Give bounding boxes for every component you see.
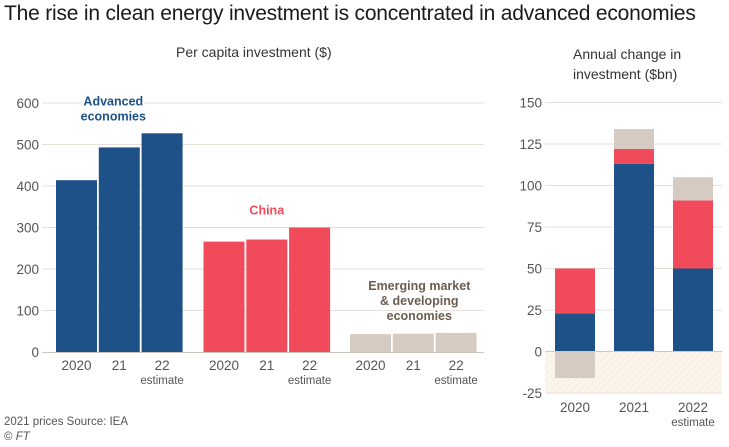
right-bars <box>555 129 713 379</box>
x-tick-label: 22 <box>302 358 317 373</box>
group-label: & developing <box>380 294 458 308</box>
x-tick-label: 2020 <box>209 358 239 373</box>
left-bars <box>56 133 477 352</box>
x-tick-sublabel: estimate <box>671 417 714 429</box>
bar-emerging <box>392 333 434 352</box>
y-tick-label: 25 <box>527 303 542 318</box>
x-tick-label: 2021 <box>619 400 649 415</box>
bar-advanced <box>98 147 140 352</box>
left-chart-subtitle: Per capita investment ($) <box>176 44 332 60</box>
bar-emerging <box>614 129 654 149</box>
y-tick-label: 125 <box>519 137 542 152</box>
right-subtitle-line: investment ($bn) <box>573 66 678 82</box>
y-tick-label: 50 <box>527 262 542 277</box>
copyright-owner: FT <box>15 431 30 443</box>
y-tick-label: 150 <box>519 96 542 111</box>
right-chart-subtitle: Annual change in investment ($bn) <box>573 44 713 84</box>
x-tick-label: 2020 <box>355 358 385 373</box>
bar-china <box>673 200 713 269</box>
x-tick-sublabel: estimate <box>140 375 183 387</box>
y-tick-label: 300 <box>16 221 39 236</box>
bar-emerging <box>555 351 595 379</box>
group-label: Advanced <box>83 94 143 108</box>
y-tick-label: 0 <box>534 345 542 360</box>
x-tick-label: 21 <box>406 358 421 373</box>
y-tick-label: -25 <box>522 386 542 401</box>
bar-china <box>203 241 245 352</box>
x-tick-label: 21 <box>112 358 127 373</box>
right-subtitle-line: Annual change in <box>573 46 682 62</box>
group-label: China <box>249 204 285 218</box>
x-tick-label: 2020 <box>560 400 590 415</box>
bar-advanced <box>555 313 595 352</box>
bar-emerging <box>350 334 391 352</box>
x-tick-sublabel: estimate <box>288 375 331 387</box>
group-label: Emerging market <box>368 279 471 293</box>
bar-advanced <box>614 163 654 352</box>
bar-advanced <box>141 133 183 352</box>
group-label: economies <box>81 109 146 123</box>
group-label: economies <box>387 309 452 323</box>
x-tick-sublabel: estimate <box>434 375 477 387</box>
x-tick-label: 2020 <box>61 358 91 373</box>
y-tick-label: 100 <box>519 179 542 194</box>
x-tick-label: 22 <box>155 358 170 373</box>
y-tick-label: 200 <box>16 262 39 277</box>
bar-china <box>555 268 595 314</box>
y-tick-label: 100 <box>16 304 39 319</box>
bar-china <box>289 227 331 352</box>
bar-emerging <box>673 177 713 201</box>
y-tick-label: 75 <box>527 220 542 235</box>
chart-title: The rise in clean energy investment is c… <box>4 2 696 25</box>
bar-advanced <box>56 180 97 352</box>
x-tick-label: 2022 <box>678 400 708 415</box>
bar-china <box>614 148 654 164</box>
copyright: © FT <box>4 431 30 443</box>
x-tick-label: 22 <box>449 358 464 373</box>
y-tick-label: 0 <box>31 345 39 360</box>
copyright-symbol: © <box>4 431 13 443</box>
y-tick-label: 400 <box>16 179 39 194</box>
y-tick-label: 600 <box>16 96 39 111</box>
bar-emerging <box>435 332 477 352</box>
y-tick-label: 500 <box>16 138 39 153</box>
bar-china <box>246 239 288 352</box>
left-axis: 0 100 200 300 400 500 600 2020 21 22 estimate 2020 2… <box>16 96 484 387</box>
bar-advanced <box>673 268 713 352</box>
x-tick-label: 21 <box>259 358 274 373</box>
right-axis: -25 0 25 50 75 100 125 150 2020 2021 2022 estimate <box>519 96 722 429</box>
source-note: 2021 prices Source: IEA <box>4 416 129 428</box>
